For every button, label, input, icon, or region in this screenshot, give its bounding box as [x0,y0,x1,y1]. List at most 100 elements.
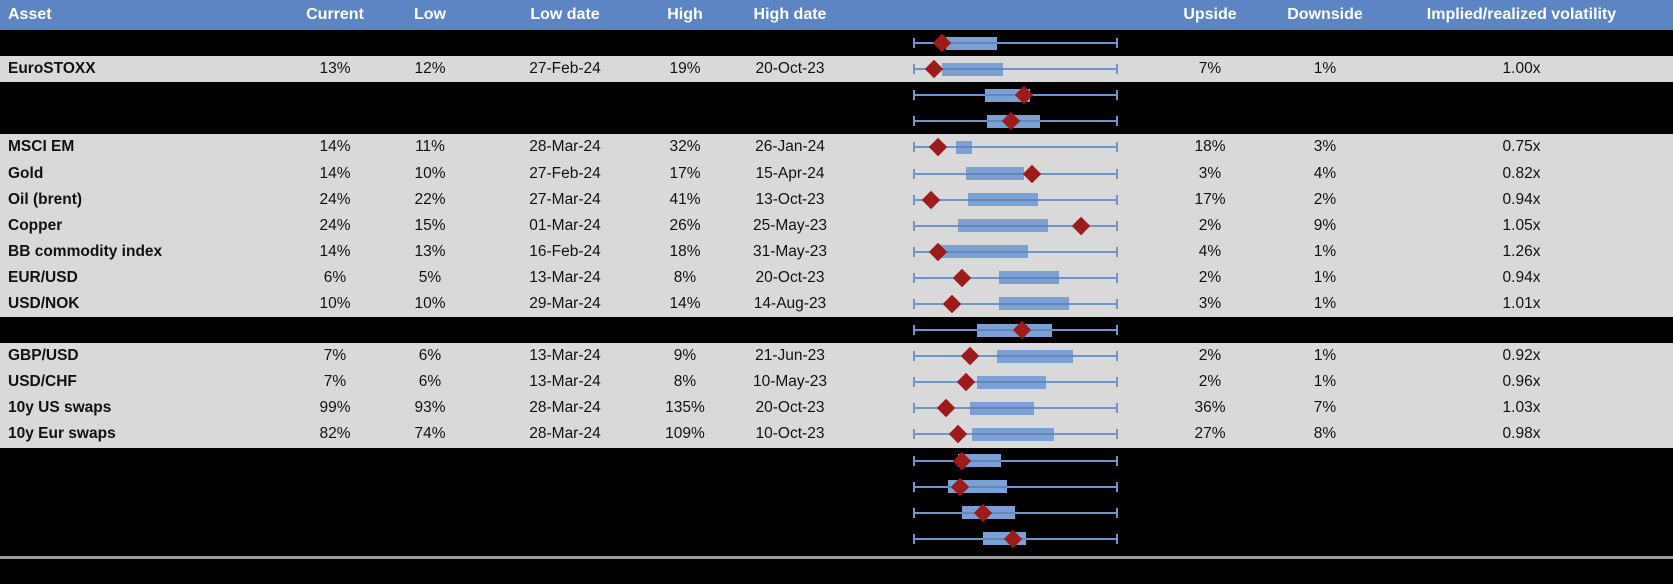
cell-asset[interactable]: Copper [8,216,63,234]
cell-current[interactable]: 14% [319,242,351,260]
cell-asset[interactable]: EUR/USD [8,268,78,286]
cell-implied-realized[interactable]: 0.96x [1502,373,1541,391]
cell-upside[interactable]: 17% [1194,190,1226,208]
cell-current[interactable]: 99% [319,399,351,417]
cell-low[interactable]: 74% [414,425,446,443]
cell-high-date[interactable]: 15-Apr-24 [755,164,825,182]
cell-high[interactable]: 17% [669,164,701,182]
cell-high-date[interactable]: 20-Oct-23 [755,268,825,286]
col-header-downside[interactable]: Downside [1287,6,1363,23]
cell-current[interactable]: 24% [319,190,351,208]
cell-current[interactable]: 10% [319,294,351,312]
cell-low-date[interactable]: 29-Mar-24 [529,294,601,312]
cell-asset[interactable]: 10y US swaps [8,399,112,417]
cell-downside[interactable]: 9% [1313,216,1337,234]
cell-implied-realized[interactable]: 0.75x [1502,138,1541,156]
cell-high[interactable]: 8% [673,268,697,286]
col-header-low[interactable]: Low [414,6,446,23]
cell-low[interactable]: 12% [414,60,446,78]
cell-low[interactable]: 5% [418,268,442,286]
cell-high-date[interactable]: 31-May-23 [752,242,828,260]
cell-current[interactable]: 24% [319,216,351,234]
cell-downside[interactable]: 1% [1313,294,1337,312]
cell-downside[interactable]: 2% [1313,190,1337,208]
col-header-high[interactable]: High [667,6,703,23]
cell-high[interactable]: 26% [669,216,701,234]
col-header-current[interactable]: Current [306,6,364,23]
cell-downside[interactable]: 1% [1313,373,1337,391]
cell-current[interactable]: 13% [319,60,351,78]
cell-upside[interactable]: 27% [1194,425,1226,443]
cell-high[interactable]: 19% [669,60,701,78]
cell-high[interactable]: 41% [669,190,701,208]
cell-implied-realized[interactable]: 1.01x [1502,294,1541,312]
cell-upside[interactable]: 18% [1194,138,1226,156]
cell-high-date[interactable]: 14-Aug-23 [753,294,827,312]
cell-asset[interactable]: BB commodity index [8,242,163,260]
cell-low[interactable]: 6% [418,347,442,365]
cell-downside[interactable]: 1% [1313,242,1337,260]
cell-implied-realized[interactable]: 0.82x [1502,164,1541,182]
cell-high-date[interactable]: 20-Oct-23 [755,399,825,417]
cell-low[interactable]: 11% [415,138,445,156]
cell-low-date[interactable]: 27-Mar-24 [529,190,601,208]
cell-asset[interactable]: USD/CHF [8,373,77,391]
cell-low-date[interactable]: 28-Mar-24 [529,399,601,417]
cell-downside[interactable]: 3% [1313,138,1337,156]
cell-asset[interactable]: EuroSTOXX [8,60,96,78]
cell-implied-realized[interactable]: 0.94x [1502,268,1541,286]
cell-high-date[interactable]: 26-Jan-24 [755,138,825,156]
cell-low[interactable]: 15% [414,216,446,234]
cell-upside[interactable]: 2% [1198,347,1222,365]
cell-high-date[interactable]: 21-Jun-23 [755,347,825,365]
cell-implied-realized[interactable]: 0.94x [1502,190,1541,208]
cell-upside[interactable]: 4% [1198,242,1222,260]
cell-low[interactable]: 10% [414,294,446,312]
cell-low-date[interactable]: 27-Feb-24 [529,164,601,182]
cell-high[interactable]: 14% [669,294,701,312]
cell-asset[interactable]: Oil (brent) [8,190,83,208]
cell-high-date[interactable]: 20-Oct-23 [755,60,825,78]
cell-current[interactable]: 14% [319,138,351,156]
cell-downside[interactable]: 4% [1313,164,1337,182]
cell-high-date[interactable]: 10-Oct-23 [755,425,825,443]
cell-low-date[interactable]: 27-Feb-24 [529,60,601,78]
cell-low[interactable]: 10% [414,164,446,182]
cell-high[interactable]: 9% [673,347,697,365]
cell-upside[interactable]: 2% [1198,268,1222,286]
cell-current[interactable]: 7% [323,347,347,365]
cell-upside[interactable]: 3% [1198,294,1222,312]
cell-downside[interactable]: 1% [1313,60,1337,78]
cell-low-date[interactable]: 28-Mar-24 [529,138,601,156]
cell-low-date[interactable]: 13-Mar-24 [529,347,601,365]
cell-low-date[interactable]: 13-Mar-24 [529,268,601,286]
cell-asset[interactable]: Gold [8,164,44,182]
col-header-low-date[interactable]: Low date [530,6,600,23]
col-header-high-date[interactable]: High date [753,6,827,23]
cell-low-date[interactable]: 16-Feb-24 [529,242,601,260]
cell-implied-realized[interactable]: 1.03x [1502,399,1541,417]
col-header-chart[interactable] [860,0,1140,30]
cell-asset[interactable]: 10y Eur swaps [8,425,116,443]
cell-implied-realized[interactable]: 1.00x [1502,60,1541,78]
cell-implied-realized[interactable]: 1.05x [1502,216,1541,234]
cell-current[interactable]: 7% [323,373,347,391]
cell-upside[interactable]: 36% [1194,399,1226,417]
cell-implied-realized[interactable]: 0.92x [1502,347,1541,365]
cell-high[interactable]: 8% [673,373,697,391]
cell-upside[interactable]: 2% [1198,373,1222,391]
cell-implied-realized[interactable]: 1.26x [1502,242,1541,260]
cell-low[interactable]: 13% [414,242,446,260]
cell-asset[interactable]: USD/NOK [8,294,80,312]
cell-high[interactable]: 18% [669,242,701,260]
cell-current[interactable]: 82% [319,425,351,443]
cell-downside[interactable]: 7% [1313,399,1337,417]
cell-current[interactable]: 6% [323,268,347,286]
cell-low[interactable]: 22% [414,190,446,208]
cell-high-date[interactable]: 25-May-23 [752,216,828,234]
cell-asset[interactable]: GBP/USD [8,347,79,365]
col-header-implied-realized[interactable]: Implied/realized volatility [1426,6,1617,23]
cell-high[interactable]: 135% [665,399,705,417]
cell-low-date[interactable]: 01-Mar-24 [529,216,601,234]
cell-upside[interactable]: 2% [1198,216,1222,234]
